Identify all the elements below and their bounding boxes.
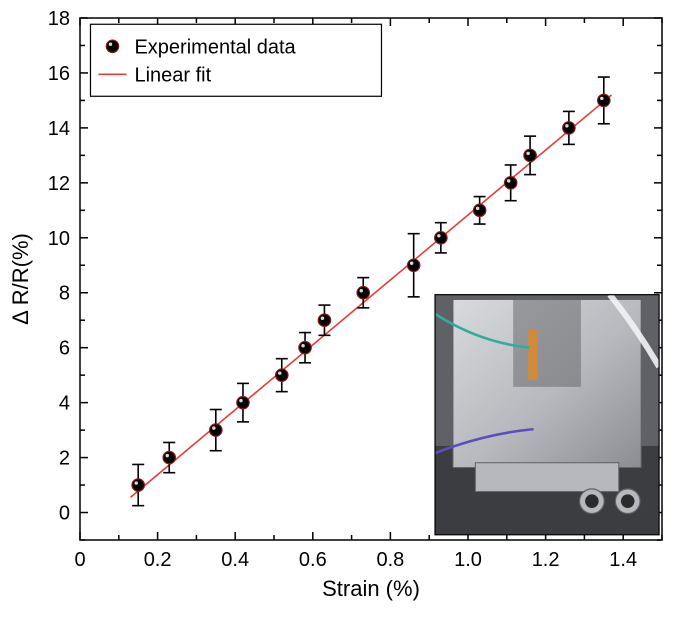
data-point bbox=[276, 369, 288, 381]
data-point bbox=[318, 314, 330, 326]
data-point bbox=[563, 122, 575, 134]
data-point-highlight bbox=[437, 234, 440, 237]
data-point-highlight bbox=[212, 426, 215, 429]
y-tick-label: 0 bbox=[59, 503, 70, 525]
data-point-highlight bbox=[301, 344, 304, 347]
data-point bbox=[163, 451, 175, 463]
x-tick-label: 0.6 bbox=[299, 549, 327, 571]
legend-marker-icon bbox=[106, 40, 118, 52]
x-tick-label: 0.4 bbox=[221, 549, 249, 571]
x-tick-label: 1.2 bbox=[532, 549, 560, 571]
legend-label-experimental: Experimental data bbox=[134, 36, 296, 58]
x-tick-label: 1.0 bbox=[454, 549, 482, 571]
y-tick-label: 10 bbox=[48, 228, 70, 250]
y-tick-label: 6 bbox=[59, 338, 70, 360]
data-point bbox=[435, 232, 447, 244]
y-tick-label: 8 bbox=[59, 283, 70, 305]
data-point-highlight bbox=[134, 481, 137, 484]
data-point-highlight bbox=[526, 152, 529, 155]
x-axis-title: Strain (%) bbox=[322, 576, 420, 601]
legend: Experimental data Linear fit bbox=[90, 24, 381, 96]
data-point-highlight bbox=[410, 262, 413, 265]
y-tick-label: 4 bbox=[59, 393, 70, 415]
y-tick-label: 18 bbox=[48, 8, 70, 30]
data-point bbox=[357, 287, 369, 299]
data-point bbox=[473, 204, 485, 216]
data-point-highlight bbox=[321, 316, 324, 319]
data-point bbox=[237, 396, 249, 408]
data-point-highlight bbox=[507, 179, 510, 182]
x-tick-label: 0.8 bbox=[376, 549, 404, 571]
data-point-highlight bbox=[565, 124, 568, 127]
data-point bbox=[407, 259, 419, 271]
y-tick-label: 14 bbox=[48, 118, 70, 140]
legend-label-fit: Linear fit bbox=[134, 64, 211, 86]
data-point-highlight bbox=[166, 454, 169, 457]
data-point bbox=[210, 424, 222, 436]
data-point-highlight bbox=[476, 207, 479, 210]
y-tick-label: 2 bbox=[59, 448, 70, 470]
data-point bbox=[524, 149, 536, 161]
chart-container: 0 0.2 0.4 0.6 0.8 1.0 1.2 1.4 0 2 4 6 8 10 12 14 16 18 Str… bbox=[0, 0, 685, 620]
data-point-highlight bbox=[278, 371, 281, 374]
inset-photo bbox=[435, 295, 659, 535]
data-point-highlight bbox=[360, 289, 363, 292]
y-axis-title: Δ R/R(%) bbox=[8, 233, 33, 325]
data-point-highlight bbox=[600, 97, 603, 100]
data-point bbox=[299, 341, 311, 353]
x-tick-label: 0.2 bbox=[144, 549, 172, 571]
y-tick-label: 16 bbox=[48, 63, 70, 85]
inset-content bbox=[435, 295, 659, 535]
y-tick-label: 12 bbox=[48, 173, 70, 195]
x-tick-label: 1.4 bbox=[609, 549, 637, 571]
data-point bbox=[132, 479, 144, 491]
data-point bbox=[504, 177, 516, 189]
data-point-highlight bbox=[239, 399, 242, 402]
data-point bbox=[598, 94, 610, 106]
chart-svg: 0 0.2 0.4 0.6 0.8 1.0 1.2 1.4 0 2 4 6 8 10 12 14 16 18 Str… bbox=[0, 0, 685, 620]
x-tick-label: 0 bbox=[74, 549, 85, 571]
